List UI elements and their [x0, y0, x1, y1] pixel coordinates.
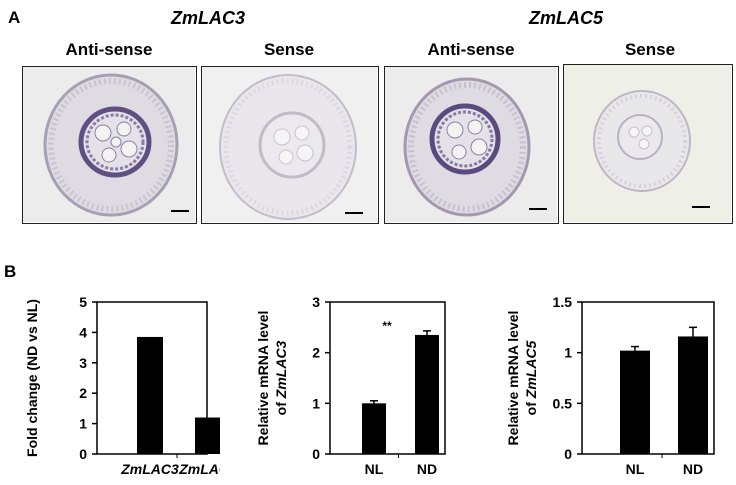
- chart-zmlac5-ylabel-line2: of ZmLAC5: [523, 340, 539, 415]
- y-tick-label: 5: [79, 294, 87, 310]
- y-tick-label: 4: [79, 324, 87, 340]
- panel-a-letter: A: [8, 8, 21, 27]
- y-tick-label: 0: [312, 446, 320, 462]
- y-tick-label: 1: [564, 345, 572, 361]
- bar-zmlac5: [195, 417, 220, 454]
- micrograph-zmlac3-sense: [201, 66, 379, 224]
- micrograph-zmlac3-antisense: [22, 66, 197, 224]
- micrograph-zmlac5-antisense: [384, 66, 559, 224]
- category-label: ND: [683, 461, 703, 477]
- significance-annotation: **: [382, 319, 392, 333]
- chart-zmlac3-ylabel-line1: Relative mRNA level: [255, 311, 271, 446]
- category-label: NL: [626, 461, 645, 477]
- chart-zmlac3-expression: Relative mRNA level of ZmLAC3 ** 0 1 2 3 NL…: [255, 294, 446, 477]
- bar-nl: [362, 403, 386, 454]
- chart-zmlac5-expression: Relative mRNA level of ZmLAC5 0 0.5 1 1.5 N…: [505, 294, 715, 477]
- column-label-antisense-lac5: Anti-sense: [427, 40, 515, 59]
- y-tick-label: 0: [564, 446, 572, 462]
- micrograph-zmlac5-sense: [563, 64, 733, 224]
- chart-fold-change: Fold change (ND vs NL) 0 1 2 3 4 5 ZmLAC3 ZmLA…: [24, 294, 220, 477]
- y-tick-label: 1: [79, 416, 87, 432]
- chart-zmlac5-ylabel-line1: Relative mRNA level: [505, 311, 521, 446]
- bar-nd: [415, 334, 439, 454]
- category-label: ND: [417, 461, 437, 477]
- y-tick-label: 3: [312, 294, 320, 310]
- bar-nd: [678, 336, 708, 454]
- y-tick-label: 1.5: [553, 294, 573, 310]
- bar-zmlac3: [137, 336, 163, 454]
- chart-fold-change-ylabel: Fold change (ND vs NL): [24, 299, 40, 457]
- panel-b-letter: B: [4, 262, 17, 281]
- category-label: ZmLAC3: [120, 461, 179, 477]
- y-tick-label: 0.5: [553, 395, 573, 411]
- category-label: ZmLAC5: [178, 461, 220, 477]
- y-tick-label: 2: [312, 345, 320, 361]
- bar-nl: [620, 350, 650, 454]
- category-label: NL: [365, 461, 384, 477]
- y-tick-label: 0: [79, 446, 87, 462]
- column-label-sense-lac3: Sense: [263, 40, 315, 59]
- column-label-antisense-lac3: Anti-sense: [65, 40, 153, 59]
- chart-zmlac3-ylabel-line2: of ZmLAC3: [273, 340, 289, 415]
- y-tick-label: 3: [79, 355, 87, 371]
- column-label-sense-lac5: Sense: [624, 40, 676, 59]
- y-tick-label: 2: [79, 385, 87, 401]
- y-tick-label: 1: [312, 395, 320, 411]
- gene-title-zmlac3: ZmLAC3: [170, 8, 245, 28]
- gene-title-zmlac5: ZmLAC5: [528, 8, 603, 28]
